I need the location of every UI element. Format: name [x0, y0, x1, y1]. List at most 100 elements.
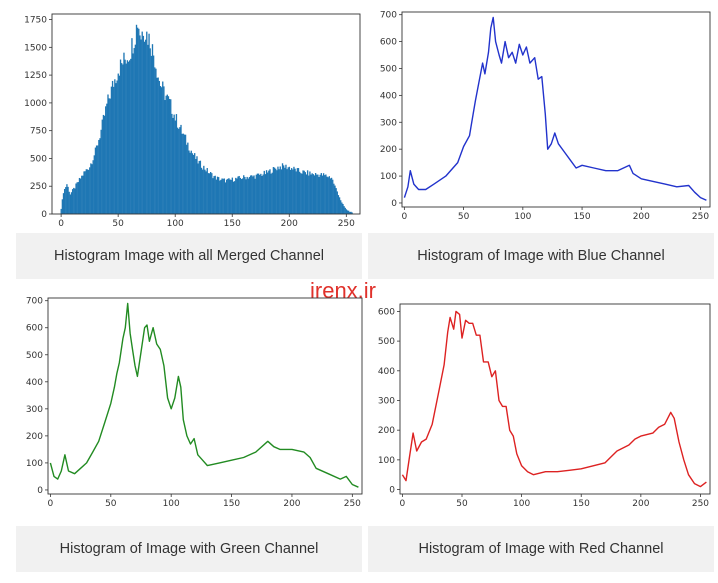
histogram-bar	[251, 175, 253, 214]
histogram-bar	[207, 173, 210, 214]
histogram-bar	[309, 171, 311, 214]
histogram-bar	[310, 174, 312, 214]
histogram-bar	[322, 173, 325, 214]
plot-frame	[47, 297, 363, 495]
histogram-merged-chart: 0 50 100 150 200 250 0 250 500 750 1000 1250 1500 175…	[24, 13, 361, 229]
x-tick-label: 150	[224, 219, 241, 229]
histogram-bar	[341, 202, 343, 214]
histogram-bar	[143, 41, 146, 214]
x-tick-label: 200	[633, 212, 650, 222]
y-tick-label: 200	[378, 426, 395, 436]
histogram-bar	[263, 170, 265, 214]
x-tick-label: 200	[283, 499, 300, 509]
y-tick-label: 300	[378, 396, 395, 406]
histogram-bar	[311, 173, 313, 214]
histogram-bar	[247, 178, 249, 214]
histogram-bar	[301, 173, 303, 214]
histogram-bar	[114, 79, 116, 214]
histogram-bar	[261, 175, 263, 214]
histogram-bar	[281, 163, 284, 214]
y-tick-label: 700	[380, 11, 397, 21]
histogram-bar	[186, 144, 188, 214]
histogram-bar	[236, 178, 238, 214]
histogram-bar	[181, 133, 183, 214]
histogram-bar	[81, 175, 83, 214]
histogram-bar	[255, 174, 257, 214]
y-tick-label: 500	[26, 351, 43, 361]
histogram-bar	[288, 166, 291, 214]
histogram-bar	[118, 75, 121, 214]
histogram-bar	[328, 176, 330, 214]
histogram-bar	[184, 134, 187, 214]
histogram-bar	[348, 210, 350, 214]
y-tick-label: 700	[26, 297, 43, 307]
histogram-bar	[152, 55, 155, 214]
histogram-bar	[95, 145, 98, 214]
histogram-bar	[78, 177, 81, 214]
histogram-bar	[280, 169, 283, 214]
y-tick-label: 200	[380, 145, 397, 155]
histogram-bar	[171, 113, 173, 214]
histogram-bar	[87, 169, 90, 214]
histogram-bar	[333, 183, 335, 214]
histogram-bar	[293, 166, 295, 214]
histogram-bar	[239, 177, 241, 214]
histogram-bar	[68, 191, 70, 214]
histogram-bar	[338, 197, 341, 214]
y-tick-label: 600	[380, 38, 397, 48]
histogram-bar	[198, 161, 200, 214]
histogram-bar	[117, 73, 119, 214]
histogram-bar	[296, 168, 299, 214]
histogram-bar	[126, 60, 129, 214]
histogram-bar	[124, 59, 126, 215]
plot-frame	[401, 11, 711, 208]
histogram-bar	[187, 142, 189, 214]
y-tick-label: 1750	[24, 16, 47, 26]
y-tick-label: 500	[30, 154, 47, 164]
histogram-bar	[175, 114, 178, 214]
histogram-bar	[228, 178, 230, 214]
histogram-bar	[295, 171, 297, 214]
histogram-bar	[99, 138, 101, 214]
histogram-bar	[336, 191, 338, 214]
histogram-bar	[154, 67, 156, 215]
histogram-bar	[277, 166, 279, 214]
histogram-bar	[74, 188, 76, 214]
histogram-bar	[289, 169, 292, 214]
histogram-bar	[233, 181, 236, 214]
histogram-bar	[79, 178, 82, 214]
histogram-bar	[240, 179, 243, 214]
histogram-bar	[160, 87, 163, 214]
histogram-bar	[113, 86, 115, 214]
histogram-bar	[225, 179, 228, 214]
y-tick-label: 400	[26, 378, 43, 388]
histogram-bar	[340, 200, 342, 214]
histogram-bar	[66, 184, 68, 214]
chart-panel-blue: 0 50 100 150 200 250 0 100 200 300 400 500 600 700 Hi…	[364, 0, 718, 283]
histogram-bar	[294, 168, 296, 214]
histogram-bar	[182, 133, 184, 214]
histogram-bar	[271, 172, 273, 214]
histogram-bar	[344, 207, 346, 214]
x-tick-label: 250	[338, 219, 355, 229]
histogram-bar	[337, 195, 340, 214]
histogram-bar	[168, 98, 171, 214]
histogram-bar	[71, 189, 74, 214]
y-tick-label: 750	[30, 127, 47, 137]
histogram-bar	[320, 173, 322, 214]
histogram-bar	[138, 28, 140, 215]
histogram-bar	[166, 94, 168, 214]
histogram-bar	[202, 169, 204, 214]
histogram-bar	[269, 169, 271, 214]
histogram-bar	[180, 124, 182, 214]
x-tick-label: 250	[692, 212, 709, 222]
histogram-bar	[259, 174, 261, 214]
histogram-bar	[158, 80, 160, 214]
histogram-bar	[235, 177, 237, 214]
histogram-bar	[350, 211, 352, 214]
histogram-bar	[305, 174, 308, 214]
histogram-bar	[163, 86, 165, 214]
x-tick-label: 200	[632, 499, 649, 509]
histogram-bar	[252, 176, 254, 214]
histogram-bar	[302, 170, 304, 214]
